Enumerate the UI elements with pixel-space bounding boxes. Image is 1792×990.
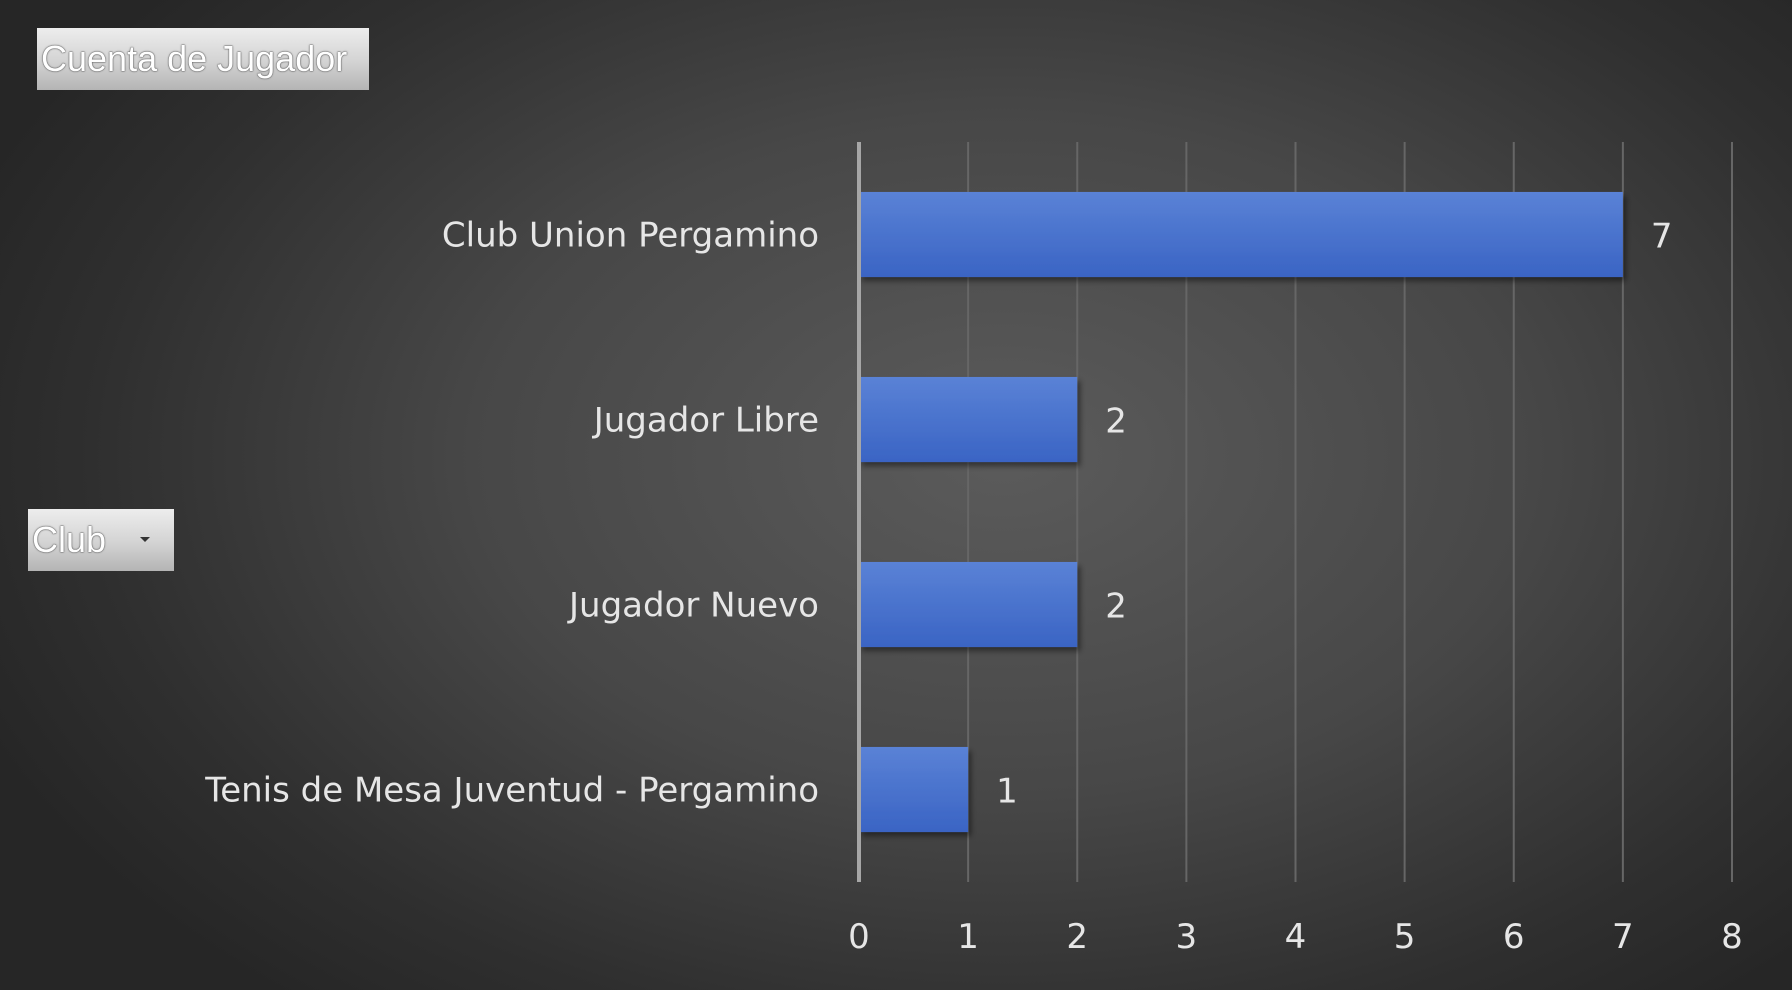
labels: 0 1 2 3 4 5 6 7 8 Club Union Pergamino 7 Jugador Li…: [204, 216, 1743, 958]
x-tick-label-6: 6: [1503, 917, 1525, 957]
category-label-1: Club Union Pergamino: [442, 216, 819, 256]
data-label-1: 7: [1651, 217, 1673, 257]
x-tick-label-0: 0: [848, 917, 870, 957]
data-label-3: 2: [1105, 587, 1127, 627]
x-tick-label-3: 3: [1176, 917, 1198, 957]
x-tick-label-4: 4: [1285, 917, 1307, 957]
data-label-2: 2: [1105, 402, 1127, 442]
bar-2[interactable]: [859, 376, 1078, 463]
category-label-2: Jugador Libre: [592, 401, 819, 441]
bar-3[interactable]: [859, 561, 1078, 648]
value-field-button[interactable]: Cuenta de Jugador: [37, 28, 369, 90]
x-tick-label-1: 1: [957, 917, 979, 957]
x-tick-label-2: 2: [1066, 917, 1088, 957]
chevron-down-icon[interactable]: [140, 537, 150, 542]
bar-4[interactable]: [859, 746, 969, 833]
x-tick-label-7: 7: [1612, 917, 1634, 957]
bars: [859, 191, 1623, 833]
category-label-4: Tenis de Mesa Juventud - Pergamino: [204, 771, 819, 811]
bar-1[interactable]: [859, 191, 1623, 278]
x-tick-label-5: 5: [1394, 917, 1416, 957]
category-label-3: Jugador Nuevo: [567, 586, 819, 626]
x-tick-label-8: 8: [1721, 917, 1743, 957]
data-label-4: 1: [996, 772, 1018, 812]
